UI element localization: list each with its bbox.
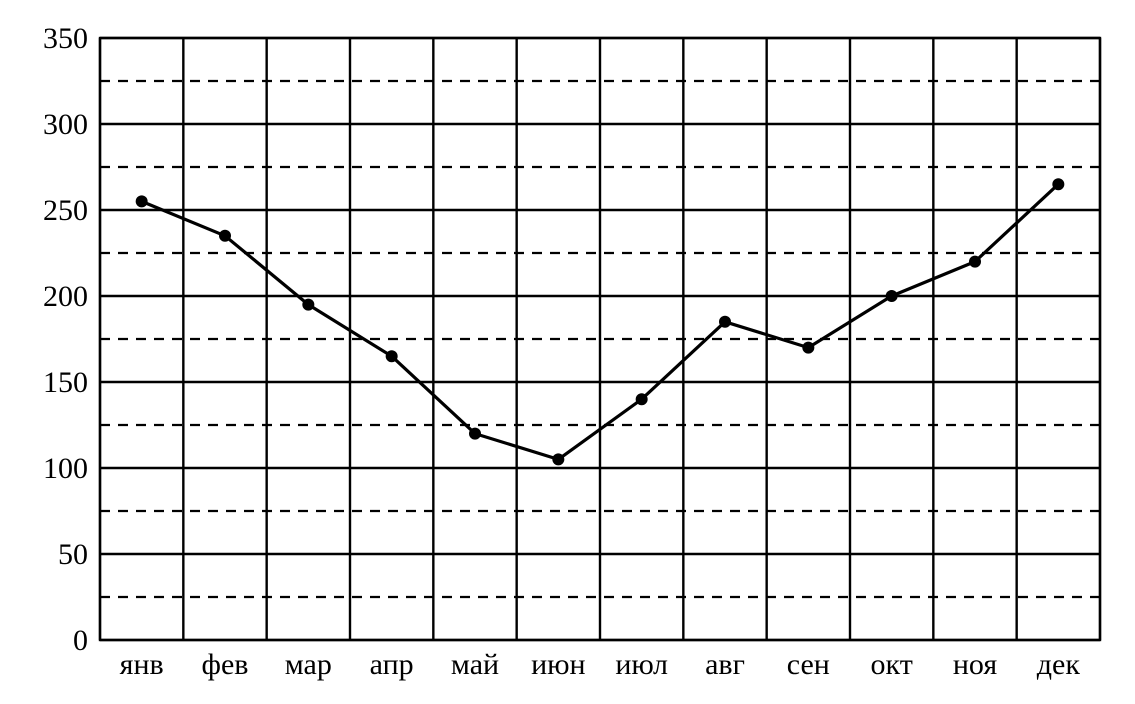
series-marker (219, 230, 231, 242)
series-marker (552, 453, 564, 465)
x-tick-label: мар (285, 648, 332, 681)
y-tick-label: 150 (43, 366, 88, 399)
x-tick-label: май (451, 648, 499, 681)
x-tick-label: июл (615, 648, 668, 681)
x-tick-label: сен (787, 648, 830, 681)
x-tick-label: дек (1037, 648, 1081, 681)
series-marker (636, 393, 648, 405)
series-marker (802, 342, 814, 354)
series-marker (886, 290, 898, 302)
y-tick-label: 250 (43, 194, 88, 227)
series-marker (469, 428, 481, 440)
x-tick-label: янв (120, 648, 164, 681)
x-tick-label: авг (705, 648, 745, 681)
series-marker (386, 350, 398, 362)
y-tick-label: 350 (43, 22, 88, 55)
x-tick-label: фев (202, 648, 249, 681)
line-chart: 0 50 100 150 200 250 300 350 янв фев мар апр майиюни… (20, 20, 1115, 684)
x-tick-label: апр (370, 648, 414, 681)
series-marker (136, 195, 148, 207)
y-tick-label: 300 (43, 108, 88, 141)
series-marker (1052, 178, 1064, 190)
y-tick-label: 100 (43, 452, 88, 485)
series-marker (969, 256, 981, 268)
y-tick-label: 50 (58, 538, 88, 571)
x-tick-label: июн (531, 648, 586, 681)
x-tick-label: окт (871, 648, 913, 681)
y-tick-label: 0 (73, 624, 88, 657)
series-marker (302, 299, 314, 311)
series-marker (719, 316, 731, 328)
y-tick-label: 200 (43, 280, 88, 313)
chart-svg: 0 50 100 150 200 250 300 350 янв фев мар апр майиюни… (20, 20, 1115, 684)
x-tick-label: ноя (953, 648, 997, 681)
